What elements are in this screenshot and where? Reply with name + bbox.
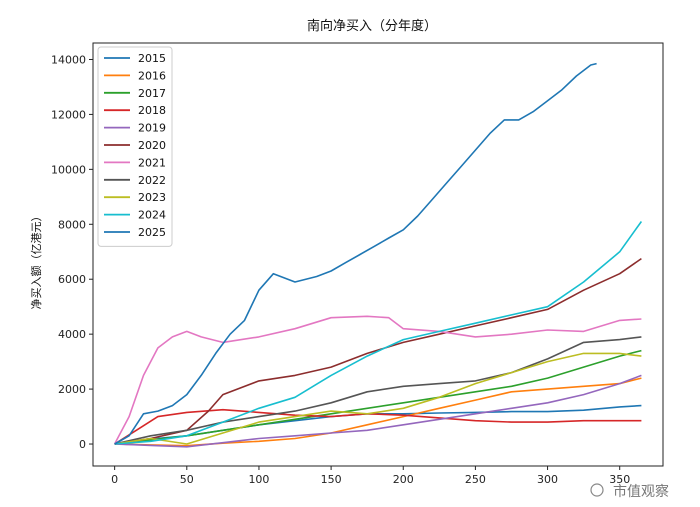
legend-label: 2021 <box>138 156 166 169</box>
x-tick-label: 250 <box>465 473 486 486</box>
legend-label: 2024 <box>138 209 166 222</box>
series-line-2019 <box>114 374 642 448</box>
plot-frame <box>92 42 664 467</box>
x-tick-label: 200 <box>393 473 414 486</box>
y-tick-label: 12000 <box>51 108 86 121</box>
legend-label: 2015 <box>138 52 166 65</box>
legend-label: 2016 <box>138 69 166 82</box>
x-tick-label: 100 <box>248 473 269 486</box>
y-tick-label: 6000 <box>58 273 86 286</box>
legend-label: 2019 <box>138 122 166 135</box>
legend-label: 2018 <box>138 104 166 117</box>
series-line-2020 <box>114 257 642 445</box>
series-line-2023 <box>114 352 642 445</box>
legend-label: 2017 <box>138 87 166 100</box>
y-tick-label: 14000 <box>51 53 86 66</box>
y-tick-label: 10000 <box>51 163 86 176</box>
y-tick-label: 4000 <box>58 328 86 341</box>
watermark: 市值观察 <box>590 483 669 500</box>
x-tick-label: 0 <box>111 473 118 486</box>
legend-label: 2020 <box>138 139 166 152</box>
chart-title: 南向净买入（分年度） <box>307 18 437 34</box>
series-line-2025 <box>114 62 597 445</box>
legend-label: 2023 <box>138 191 166 204</box>
x-tick-label: 50 <box>180 473 194 486</box>
series-line-2024 <box>114 221 643 445</box>
plot-area: 0 50 100 150 200 250 300 350 0 2000 4000 6000 8000 10… <box>51 42 664 486</box>
legend-label: 2025 <box>138 226 166 239</box>
legend: 2015 2016 2017 2018 2019 2020 2021 2022 2023 2024… <box>97 46 173 247</box>
y-tick-label: 2000 <box>58 383 86 396</box>
watermark-logo-icon <box>590 483 604 497</box>
watermark-text: 市值观察 <box>613 483 669 500</box>
y-tick-label: 8000 <box>58 218 86 231</box>
series-line-2017 <box>114 349 642 445</box>
legend-label: 2022 <box>138 174 166 187</box>
series-line-2022 <box>114 336 642 445</box>
x-tick-label: 300 <box>537 473 558 486</box>
series-line-2021 <box>113 315 642 445</box>
y-axis-label: 净买入额（亿港元） <box>29 211 43 310</box>
series-line-2018 <box>114 408 642 445</box>
x-tick-label: 350 <box>609 473 630 486</box>
y-tick-label: 0 <box>79 438 86 451</box>
x-tick-label: 150 <box>321 473 342 486</box>
